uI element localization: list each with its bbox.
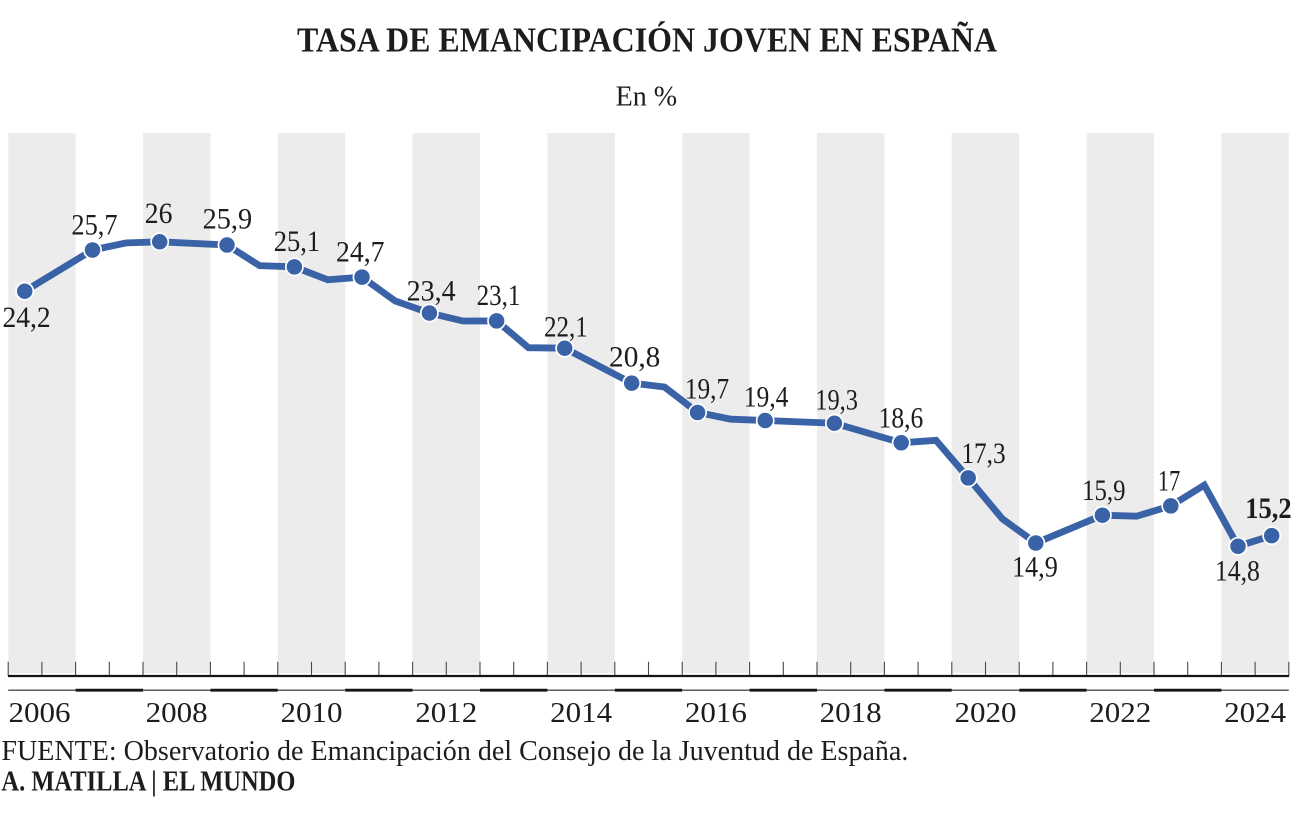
svg-text:2010: 2010 — [281, 697, 343, 729]
svg-text:2006: 2006 — [9, 697, 71, 729]
svg-text:2020: 2020 — [955, 697, 1017, 729]
svg-text:2012: 2012 — [415, 697, 477, 729]
svg-text:En %: En % — [616, 82, 678, 113]
svg-text:TASA DE EMANCIPACIÓN JOVEN EN: TASA DE EMANCIPACIÓN JOVEN EN ESPAÑA — [297, 20, 998, 60]
svg-text:2008: 2008 — [146, 697, 208, 729]
svg-text:2018: 2018 — [820, 697, 882, 729]
svg-text:20,8: 20,8 — [609, 341, 660, 373]
svg-text:2024: 2024 — [1224, 697, 1287, 729]
svg-text:24,7: 24,7 — [336, 236, 385, 268]
svg-text:14,9: 14,9 — [1012, 552, 1058, 584]
svg-text:25,9: 25,9 — [203, 203, 253, 235]
svg-text:22,1: 22,1 — [544, 311, 588, 343]
svg-text:15,9: 15,9 — [1082, 475, 1125, 507]
svg-text:15,2: 15,2 — [1245, 493, 1291, 525]
svg-text:17: 17 — [1158, 466, 1181, 498]
svg-text:18,6: 18,6 — [879, 403, 924, 435]
svg-text:25,7: 25,7 — [71, 209, 117, 241]
svg-text:2022: 2022 — [1089, 697, 1151, 729]
svg-text:2016: 2016 — [685, 697, 747, 729]
svg-text:26: 26 — [145, 198, 173, 230]
svg-text:23,4: 23,4 — [407, 276, 456, 308]
svg-text:FUENTE: Observatorio de Emanci: FUENTE: Observatorio de Emancipación del… — [1, 735, 908, 767]
svg-text:19,7: 19,7 — [685, 373, 729, 405]
svg-text:25,1: 25,1 — [274, 226, 320, 258]
svg-text:17,3: 17,3 — [961, 438, 1005, 470]
svg-text:A. MATILLA | EL MUNDO: A. MATILLA | EL MUNDO — [1, 766, 295, 798]
svg-text:19,4: 19,4 — [744, 382, 789, 414]
svg-text:14,8: 14,8 — [1215, 556, 1260, 588]
svg-text:2014: 2014 — [550, 697, 613, 729]
svg-text:24,2: 24,2 — [3, 302, 51, 334]
svg-text:23,1: 23,1 — [477, 280, 521, 312]
svg-text:19,3: 19,3 — [815, 384, 858, 416]
